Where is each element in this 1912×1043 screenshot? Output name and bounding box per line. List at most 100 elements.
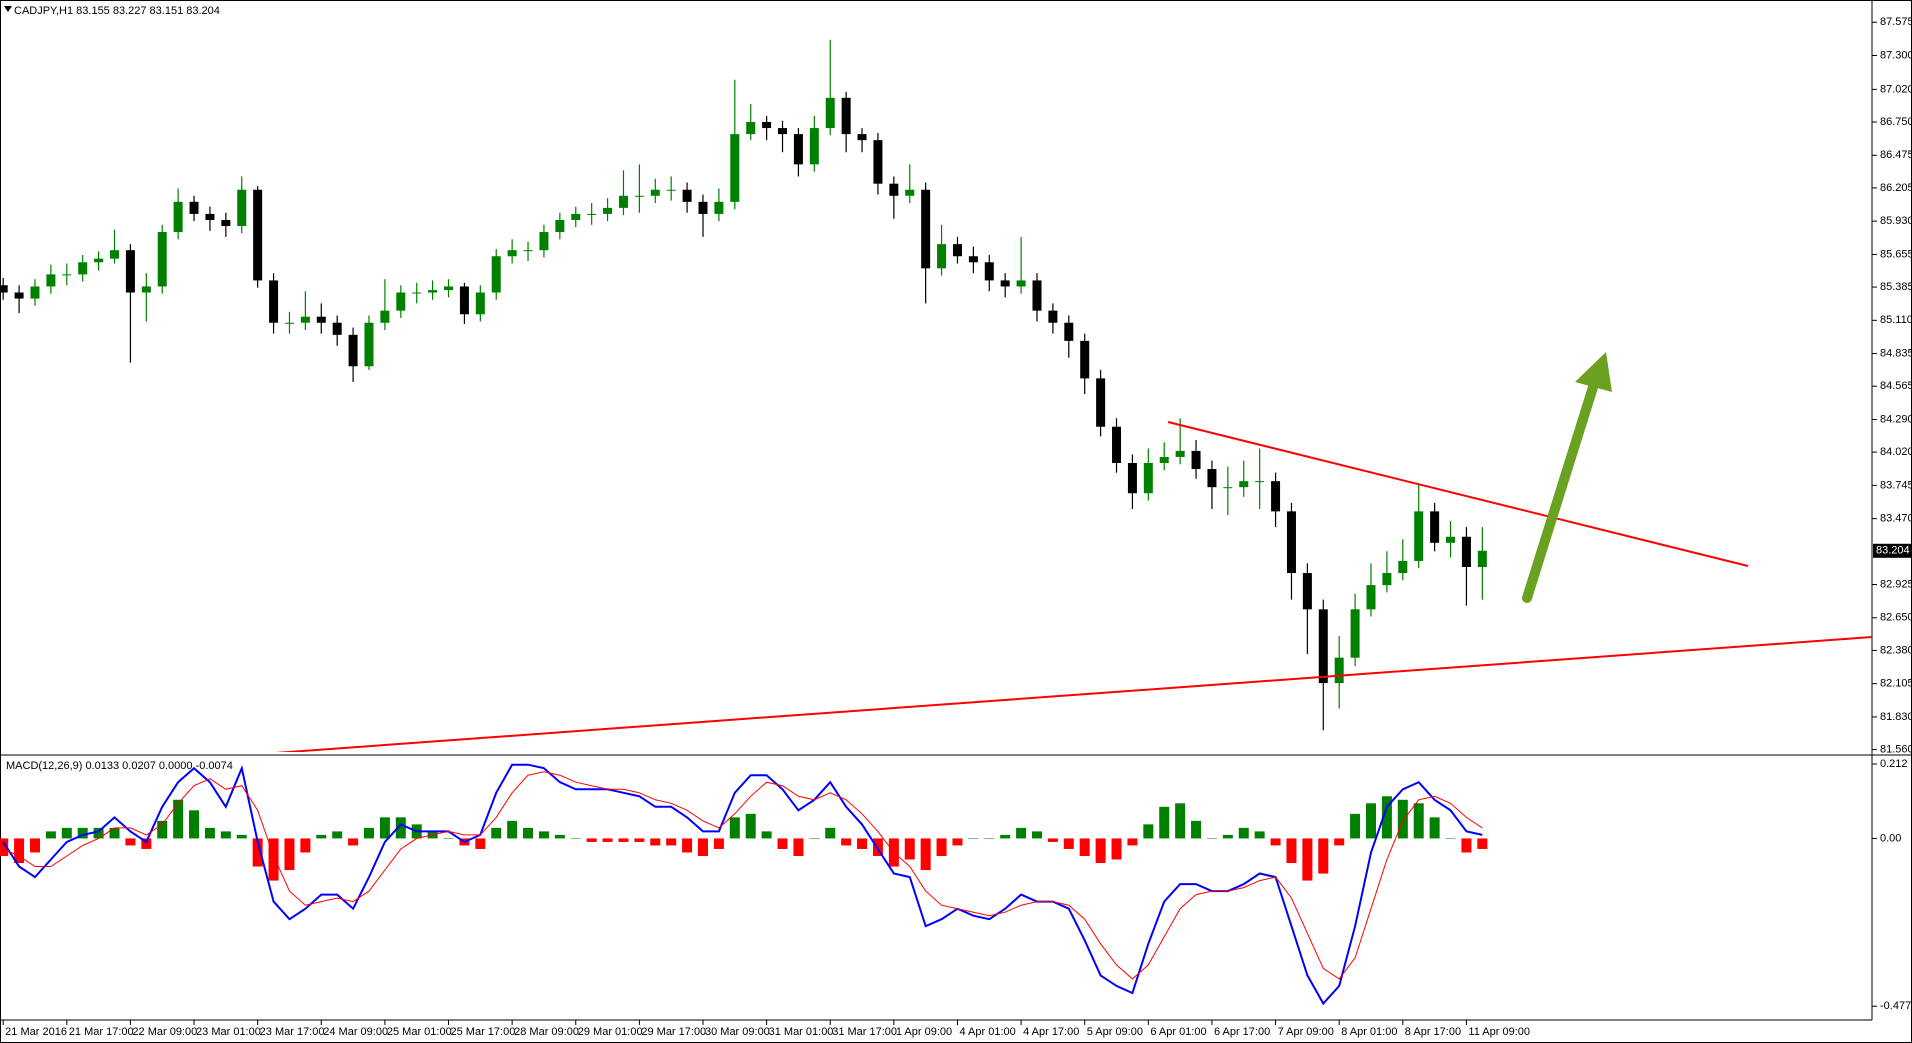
histogram-bar <box>952 838 963 846</box>
candle-body <box>1016 280 1026 287</box>
histogram-bar <box>0 838 9 856</box>
candle-body <box>125 250 135 293</box>
candle-body <box>603 207 613 214</box>
candle-body <box>1032 280 1042 311</box>
x-tick-label: 4 Apr 17:00 <box>1023 1026 1079 1038</box>
histogram-bar <box>1254 831 1265 839</box>
candle-body <box>1414 511 1424 561</box>
candle-body <box>444 286 454 291</box>
histogram-bar <box>29 838 40 853</box>
histogram-bar <box>332 831 343 839</box>
candle-body <box>746 122 756 135</box>
candle-body <box>380 310 390 323</box>
histogram-bar <box>1127 838 1138 846</box>
histogram-bar <box>904 838 915 860</box>
histogram-bar <box>523 827 534 839</box>
histogram-bar <box>729 817 740 839</box>
candle-body <box>1048 310 1058 323</box>
histogram-bar <box>507 820 518 839</box>
histogram-bar <box>157 820 168 839</box>
candle-body <box>1127 463 1137 494</box>
candle-body <box>905 189 915 196</box>
histogram-bar <box>936 838 947 856</box>
histogram-bar <box>538 831 549 839</box>
candle-body <box>316 316 326 323</box>
candle-body <box>348 334 358 367</box>
candle-body <box>682 189 692 202</box>
candle-body <box>1255 481 1265 483</box>
candle-body <box>1398 560 1408 574</box>
y-tick-label: 82.925 <box>1880 578 1912 590</box>
candle-body <box>1302 573 1312 610</box>
histogram-bar <box>554 834 565 839</box>
candle-body <box>491 256 501 293</box>
histogram-bar <box>1381 796 1392 839</box>
arrow-head <box>1575 352 1612 392</box>
candle-body <box>1239 481 1249 488</box>
histogram-bar <box>968 838 979 839</box>
indicator-header: MACD(12,26,9) 0.0133 0.0207 0.0000 -0.00… <box>6 760 233 772</box>
candle-body <box>1430 511 1440 543</box>
candle-body <box>1080 340 1090 379</box>
candle-body <box>793 134 803 165</box>
candle-body <box>730 134 740 202</box>
histogram-bar <box>872 838 883 856</box>
histogram-bar <box>1016 827 1027 839</box>
y-tick-label: 82.380 <box>1880 644 1912 656</box>
histogram-bar <box>189 810 200 839</box>
candle-body <box>110 250 120 259</box>
candle-body <box>62 274 72 276</box>
x-tick-label: 24 Mar 09:00 <box>323 1026 388 1038</box>
candle-body <box>332 322 342 335</box>
histogram-bar <box>1143 824 1154 839</box>
candle-body <box>237 189 247 227</box>
histogram-bar <box>1031 831 1042 839</box>
histogram-bar <box>1095 838 1106 864</box>
candle-body <box>269 280 279 323</box>
x-tick-label: 31 Mar 17:00 <box>832 1026 897 1038</box>
y-tick-label: 86.475 <box>1880 149 1912 161</box>
histogram-bar <box>1413 803 1424 839</box>
candle-body <box>1112 426 1122 464</box>
candle-body <box>1271 481 1281 512</box>
histogram-bar <box>602 838 613 842</box>
histogram-bar <box>348 838 359 846</box>
candle-body <box>857 134 867 141</box>
histogram-bar <box>220 831 231 839</box>
x-tick-label: 23 Mar 17:00 <box>260 1026 325 1038</box>
candle-body <box>221 219 231 227</box>
histogram-bar <box>1222 834 1233 839</box>
x-tick-label: 31 Mar 01:00 <box>769 1026 834 1038</box>
y-tick-label: 87.575 <box>1880 16 1912 28</box>
y-tick-label: 81.830 <box>1880 711 1912 723</box>
candle-body <box>141 286 151 293</box>
candle-body <box>984 262 994 281</box>
candle-body <box>1334 657 1344 684</box>
histogram-bar <box>173 799 184 839</box>
y-tick-label: 85.110 <box>1880 314 1912 326</box>
candle-body <box>539 232 549 251</box>
histogram-bar <box>300 838 311 853</box>
symbol-header: CADJPY,H1 83.155 83.227 83.151 83.204 <box>14 5 220 17</box>
y-tick-label: 84.020 <box>1880 446 1912 458</box>
candle-body <box>650 189 660 196</box>
histogram-bar <box>141 838 152 849</box>
candle-body <box>889 183 899 196</box>
candle-body <box>634 195 644 197</box>
histogram-bar <box>920 838 931 871</box>
candle-body <box>618 195 628 208</box>
y-tick-label: -0.4778 <box>1880 1000 1912 1012</box>
histogram-bar <box>1477 838 1488 849</box>
last-price-label: 83.204 <box>1876 545 1910 557</box>
histogram-bar <box>379 817 390 839</box>
x-tick-label: 22 Mar 09:00 <box>132 1026 197 1038</box>
histogram-bar <box>1159 806 1170 839</box>
x-tick-label: 4 Apr 01:00 <box>959 1026 1015 1038</box>
histogram-bar <box>618 838 629 842</box>
y-tick-label: 0.212 <box>1880 758 1908 770</box>
candle-body <box>94 258 104 263</box>
x-tick-label: 29 Mar 17:00 <box>641 1026 706 1038</box>
x-tick-label: 29 Mar 01:00 <box>578 1026 643 1038</box>
